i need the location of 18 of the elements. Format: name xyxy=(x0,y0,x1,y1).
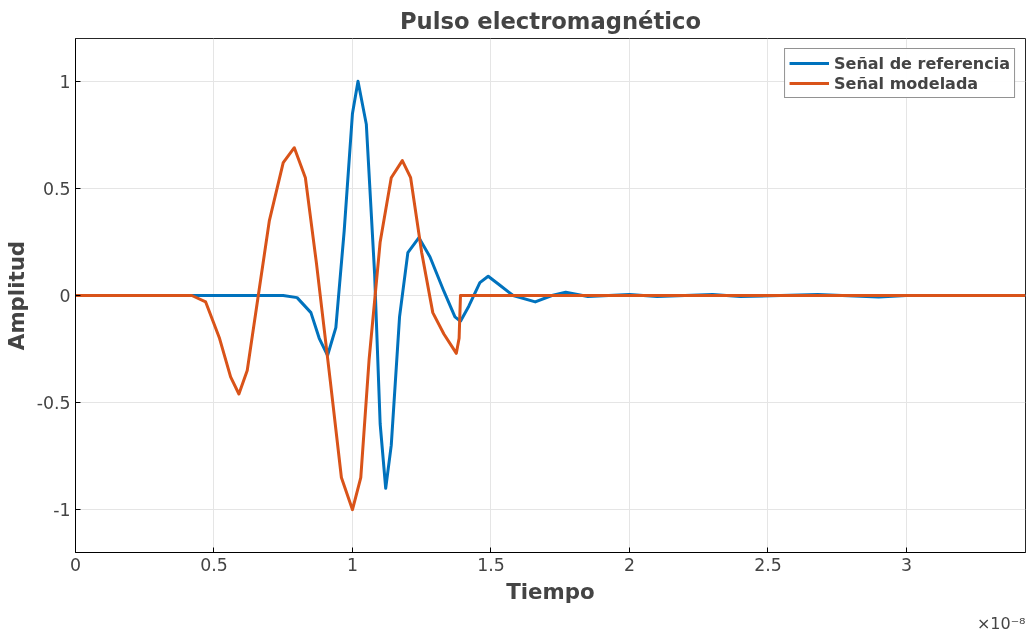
y-axis-title: Amplitud xyxy=(3,240,29,351)
x-tick-label: 2.5 xyxy=(754,554,782,575)
x-tick-label: 1 xyxy=(346,554,358,575)
y-tick-label: 0 xyxy=(59,286,71,306)
legend-label: Señal de referencia xyxy=(834,53,1010,73)
y-tick-label: 1 xyxy=(59,71,71,92)
line-series xyxy=(75,146,1026,512)
x-tick-label: 2 xyxy=(623,554,635,575)
x-axis-title: Tiempo xyxy=(506,578,595,604)
x-tick-label: 1.5 xyxy=(477,554,505,575)
legend-label: Señal modelada xyxy=(834,73,979,93)
y-tick-label: -1 xyxy=(53,500,71,521)
y-tick-label: 0.5 xyxy=(42,178,71,199)
chart-title: Pulso electromagnético xyxy=(399,7,702,34)
text: ×10⁻⁸ xyxy=(976,613,1026,633)
y-tick-label: -0.5 xyxy=(36,393,71,414)
x-tick-label: 3 xyxy=(900,554,912,575)
x-tick-label: 0.5 xyxy=(200,554,228,575)
